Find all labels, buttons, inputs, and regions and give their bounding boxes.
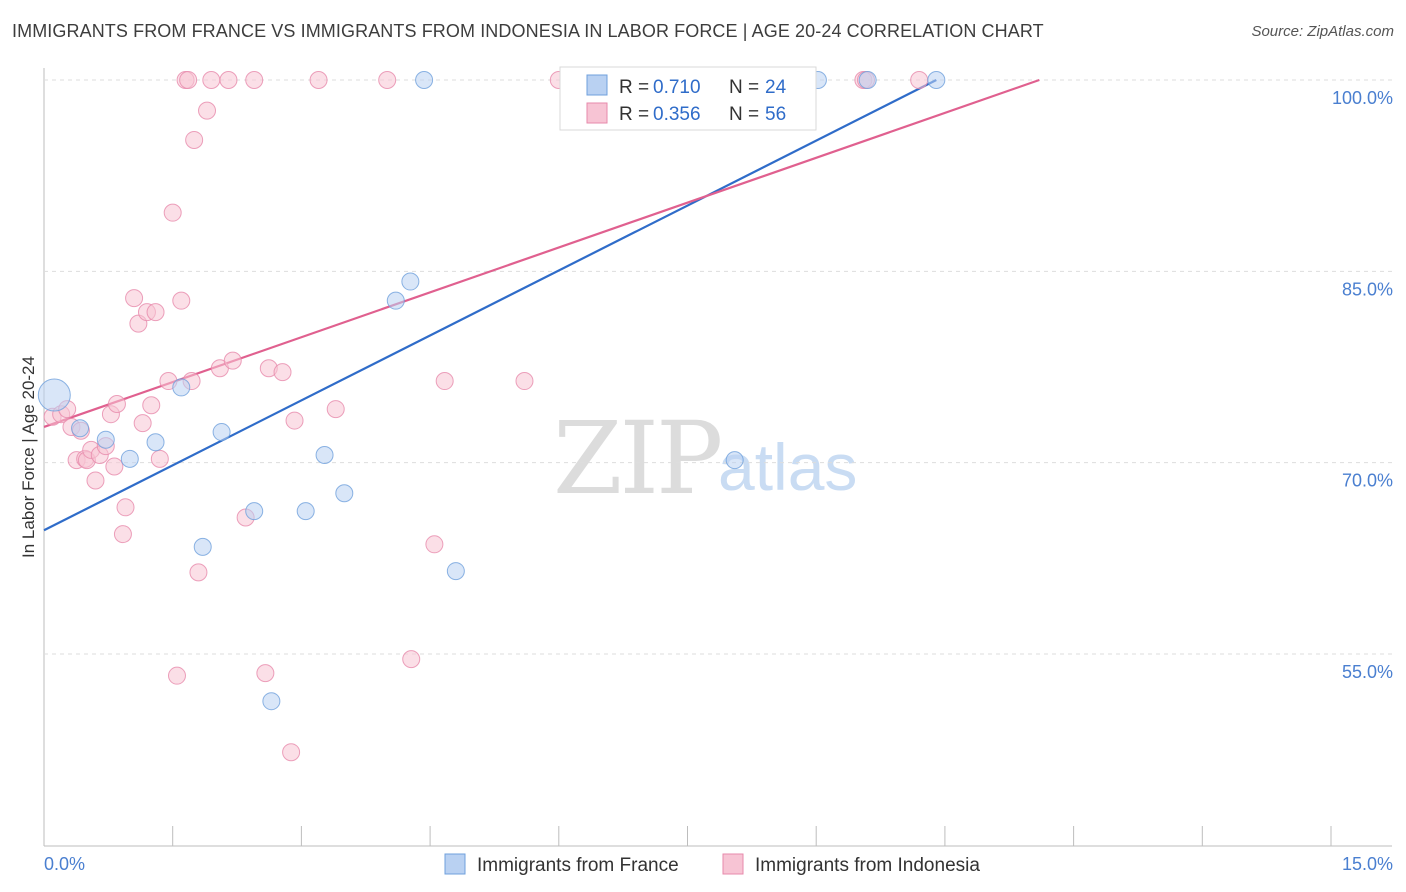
- point-france-4: [146, 433, 165, 452]
- trend-lines: [43, 78, 1040, 532]
- point-indonesia-43: [285, 411, 304, 430]
- point-france-5: [172, 378, 191, 397]
- point-indonesia-13: [105, 457, 124, 476]
- point-indonesia-23: [150, 449, 169, 468]
- trend-line-indonesia: [43, 78, 1040, 428]
- point-indonesia-15: [113, 525, 132, 544]
- point-indonesia-30: [185, 130, 204, 149]
- gridlines: [44, 79, 1392, 655]
- point-indonesia-26: [167, 666, 186, 685]
- point-indonesia-47: [402, 650, 421, 669]
- point-indonesia-46: [378, 71, 397, 89]
- point-france-13: [386, 291, 405, 310]
- point-indonesia-31: [189, 563, 208, 582]
- legend-n-value-indonesia: 56: [765, 104, 786, 125]
- point-indonesia-50: [515, 372, 534, 391]
- point-france-15: [415, 71, 434, 89]
- legend-n-label-indonesia: N =: [729, 104, 759, 125]
- point-france-11: [315, 446, 334, 465]
- point-indonesia-33: [202, 71, 221, 89]
- point-france-22: [858, 71, 877, 89]
- point-indonesia-21: [142, 396, 161, 415]
- point-indonesia-16: [116, 498, 135, 517]
- point-indonesia-38: [245, 71, 264, 89]
- point-france-8: [245, 502, 264, 521]
- point-indonesia-53: [910, 71, 929, 89]
- legend-n-value-france: 24: [765, 77, 787, 98]
- series-legend-swatch-france: [444, 853, 466, 875]
- legend-r-value-indonesia: 0.356: [653, 104, 701, 125]
- data-points: [37, 71, 946, 762]
- point-france-7: [212, 423, 231, 442]
- series-legend-label-france: Immigrants from France: [477, 855, 679, 876]
- point-france-9: [262, 692, 281, 711]
- legend-r-value-france: 0.710: [653, 77, 701, 98]
- point-france-10: [296, 502, 315, 521]
- chart-title: IMMIGRANTS FROM FRANCE VS IMMIGRANTS FRO…: [12, 21, 1044, 41]
- y-tick-label-3: 55.0%: [1342, 662, 1393, 682]
- point-france-3: [120, 449, 139, 468]
- watermark-atlas: atlas: [718, 430, 857, 504]
- point-indonesia-44: [309, 71, 328, 89]
- series-legend-label-indonesia: Immigrants from Indonesia: [755, 855, 980, 876]
- point-indonesia-49: [435, 372, 454, 391]
- point-france-0: [37, 378, 71, 412]
- y-tick-label-0: 100.0%: [1332, 88, 1393, 108]
- y-tick-label-1: 85.0%: [1342, 279, 1393, 299]
- x-tick-label-max: 15.0%: [1342, 854, 1393, 874]
- point-france-19: [725, 451, 744, 470]
- legend-r-label-indonesia: R =: [619, 104, 649, 125]
- legend-r-label-france: R =: [619, 77, 649, 98]
- point-indonesia-35: [219, 71, 238, 89]
- point-indonesia-39: [256, 664, 275, 683]
- trend-line-france: [43, 79, 937, 532]
- point-indonesia-42: [282, 743, 301, 762]
- y-tick-labels: 100.0% 85.0% 70.0% 55.0%: [1332, 88, 1393, 682]
- series-legend-swatch-indonesia: [722, 853, 744, 875]
- point-france-16: [446, 562, 465, 581]
- point-indonesia-36: [223, 351, 242, 370]
- point-indonesia-17: [125, 289, 144, 308]
- correlation-legend: R = 0.710 N = 24 R = 0.356 N = 56: [559, 66, 817, 131]
- series-legend: Immigrants from France Immigrants from I…: [444, 853, 980, 876]
- point-france-23: [927, 71, 946, 89]
- legend-swatch-france: [586, 74, 608, 96]
- y-tick-label-2: 70.0%: [1342, 471, 1393, 491]
- point-indonesia-32: [198, 101, 217, 120]
- point-indonesia-48: [425, 535, 444, 554]
- point-indonesia-55: [179, 71, 198, 89]
- point-indonesia-14: [107, 394, 126, 413]
- point-indonesia-27: [172, 291, 191, 310]
- point-indonesia-22: [146, 303, 165, 322]
- x-ticks: [43, 826, 1332, 846]
- point-france-14: [401, 272, 420, 291]
- watermark-zip: ZIP: [553, 400, 720, 517]
- point-indonesia-9: [86, 471, 105, 490]
- source-credit: Source: ZipAtlas.com: [1251, 23, 1394, 40]
- point-indonesia-25: [163, 203, 182, 222]
- point-france-12: [335, 484, 354, 503]
- point-indonesia-19: [133, 414, 152, 433]
- point-indonesia-41: [273, 363, 292, 382]
- legend-n-label-france: N =: [729, 77, 759, 98]
- point-france-2: [96, 430, 115, 449]
- x-tick-label-min: 0.0%: [44, 854, 85, 874]
- legend-swatch-indonesia: [586, 102, 608, 124]
- y-axis-label: In Labor Force | Age 20-24: [19, 356, 38, 558]
- point-indonesia-45: [326, 400, 345, 419]
- point-france-6: [193, 537, 212, 556]
- point-france-1: [71, 419, 90, 438]
